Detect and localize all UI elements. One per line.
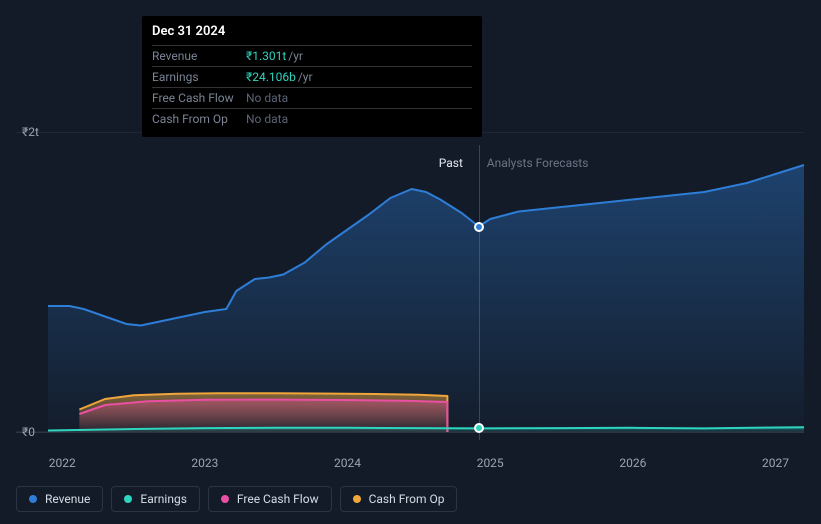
legend-dot-icon — [29, 495, 37, 503]
chart-marker — [474, 423, 484, 433]
legend-dot-icon — [221, 495, 229, 503]
tooltip-value: No data — [246, 91, 288, 105]
tooltip-label: Free Cash Flow — [152, 91, 246, 105]
tooltip-value: ₹24.106b — [246, 70, 296, 84]
tooltip-date: Dec 31 2024 — [152, 24, 472, 39]
chart-marker — [474, 222, 484, 232]
tooltip-row: Revenue₹1.301t/yr — [152, 45, 472, 66]
tooltip-label: Revenue — [152, 49, 246, 63]
legend-label: Free Cash Flow — [237, 492, 319, 506]
tooltip-label: Cash From Op — [152, 112, 246, 126]
series-area-revenue — [48, 165, 804, 432]
legend-dot-icon — [124, 495, 132, 503]
legend-item[interactable]: Free Cash Flow — [208, 486, 332, 512]
legend-item[interactable]: Earnings — [111, 486, 200, 512]
x-tick-label: 2024 — [334, 456, 361, 470]
legend-item[interactable]: Revenue — [16, 486, 103, 512]
x-tick-label: 2023 — [191, 456, 218, 470]
tooltip-label: Earnings — [152, 70, 246, 84]
x-tick-label: 2022 — [49, 456, 76, 470]
legend-label: Earnings — [140, 492, 187, 506]
tooltip-value: ₹1.301t — [246, 49, 286, 63]
legend-item[interactable]: Cash From Op — [340, 486, 458, 512]
tooltip-row: Earnings₹24.106b/yr — [152, 66, 472, 87]
legend-dot-icon — [353, 495, 361, 503]
legend: Revenue Earnings Free Cash Flow Cash From O… — [16, 486, 457, 512]
legend-label: Revenue — [45, 492, 90, 506]
financial-chart: { "layout": { "width": 821, "height": 52… — [0, 0, 821, 524]
tooltip-unit: /yr — [288, 49, 303, 63]
legend-label: Cash From Op — [369, 492, 445, 506]
tooltip-value: No data — [246, 112, 288, 126]
tooltip-row: Free Cash FlowNo data — [152, 87, 472, 108]
tooltip-unit: /yr — [298, 70, 313, 84]
chart-tooltip: Dec 31 2024 Revenue₹1.301t/yrEarnings₹24… — [142, 16, 482, 137]
tooltip-row: Cash From OpNo data — [152, 108, 472, 129]
x-tick-label: 2026 — [619, 456, 646, 470]
x-tick-label: 2027 — [762, 456, 789, 470]
x-tick-label: 2025 — [477, 456, 504, 470]
